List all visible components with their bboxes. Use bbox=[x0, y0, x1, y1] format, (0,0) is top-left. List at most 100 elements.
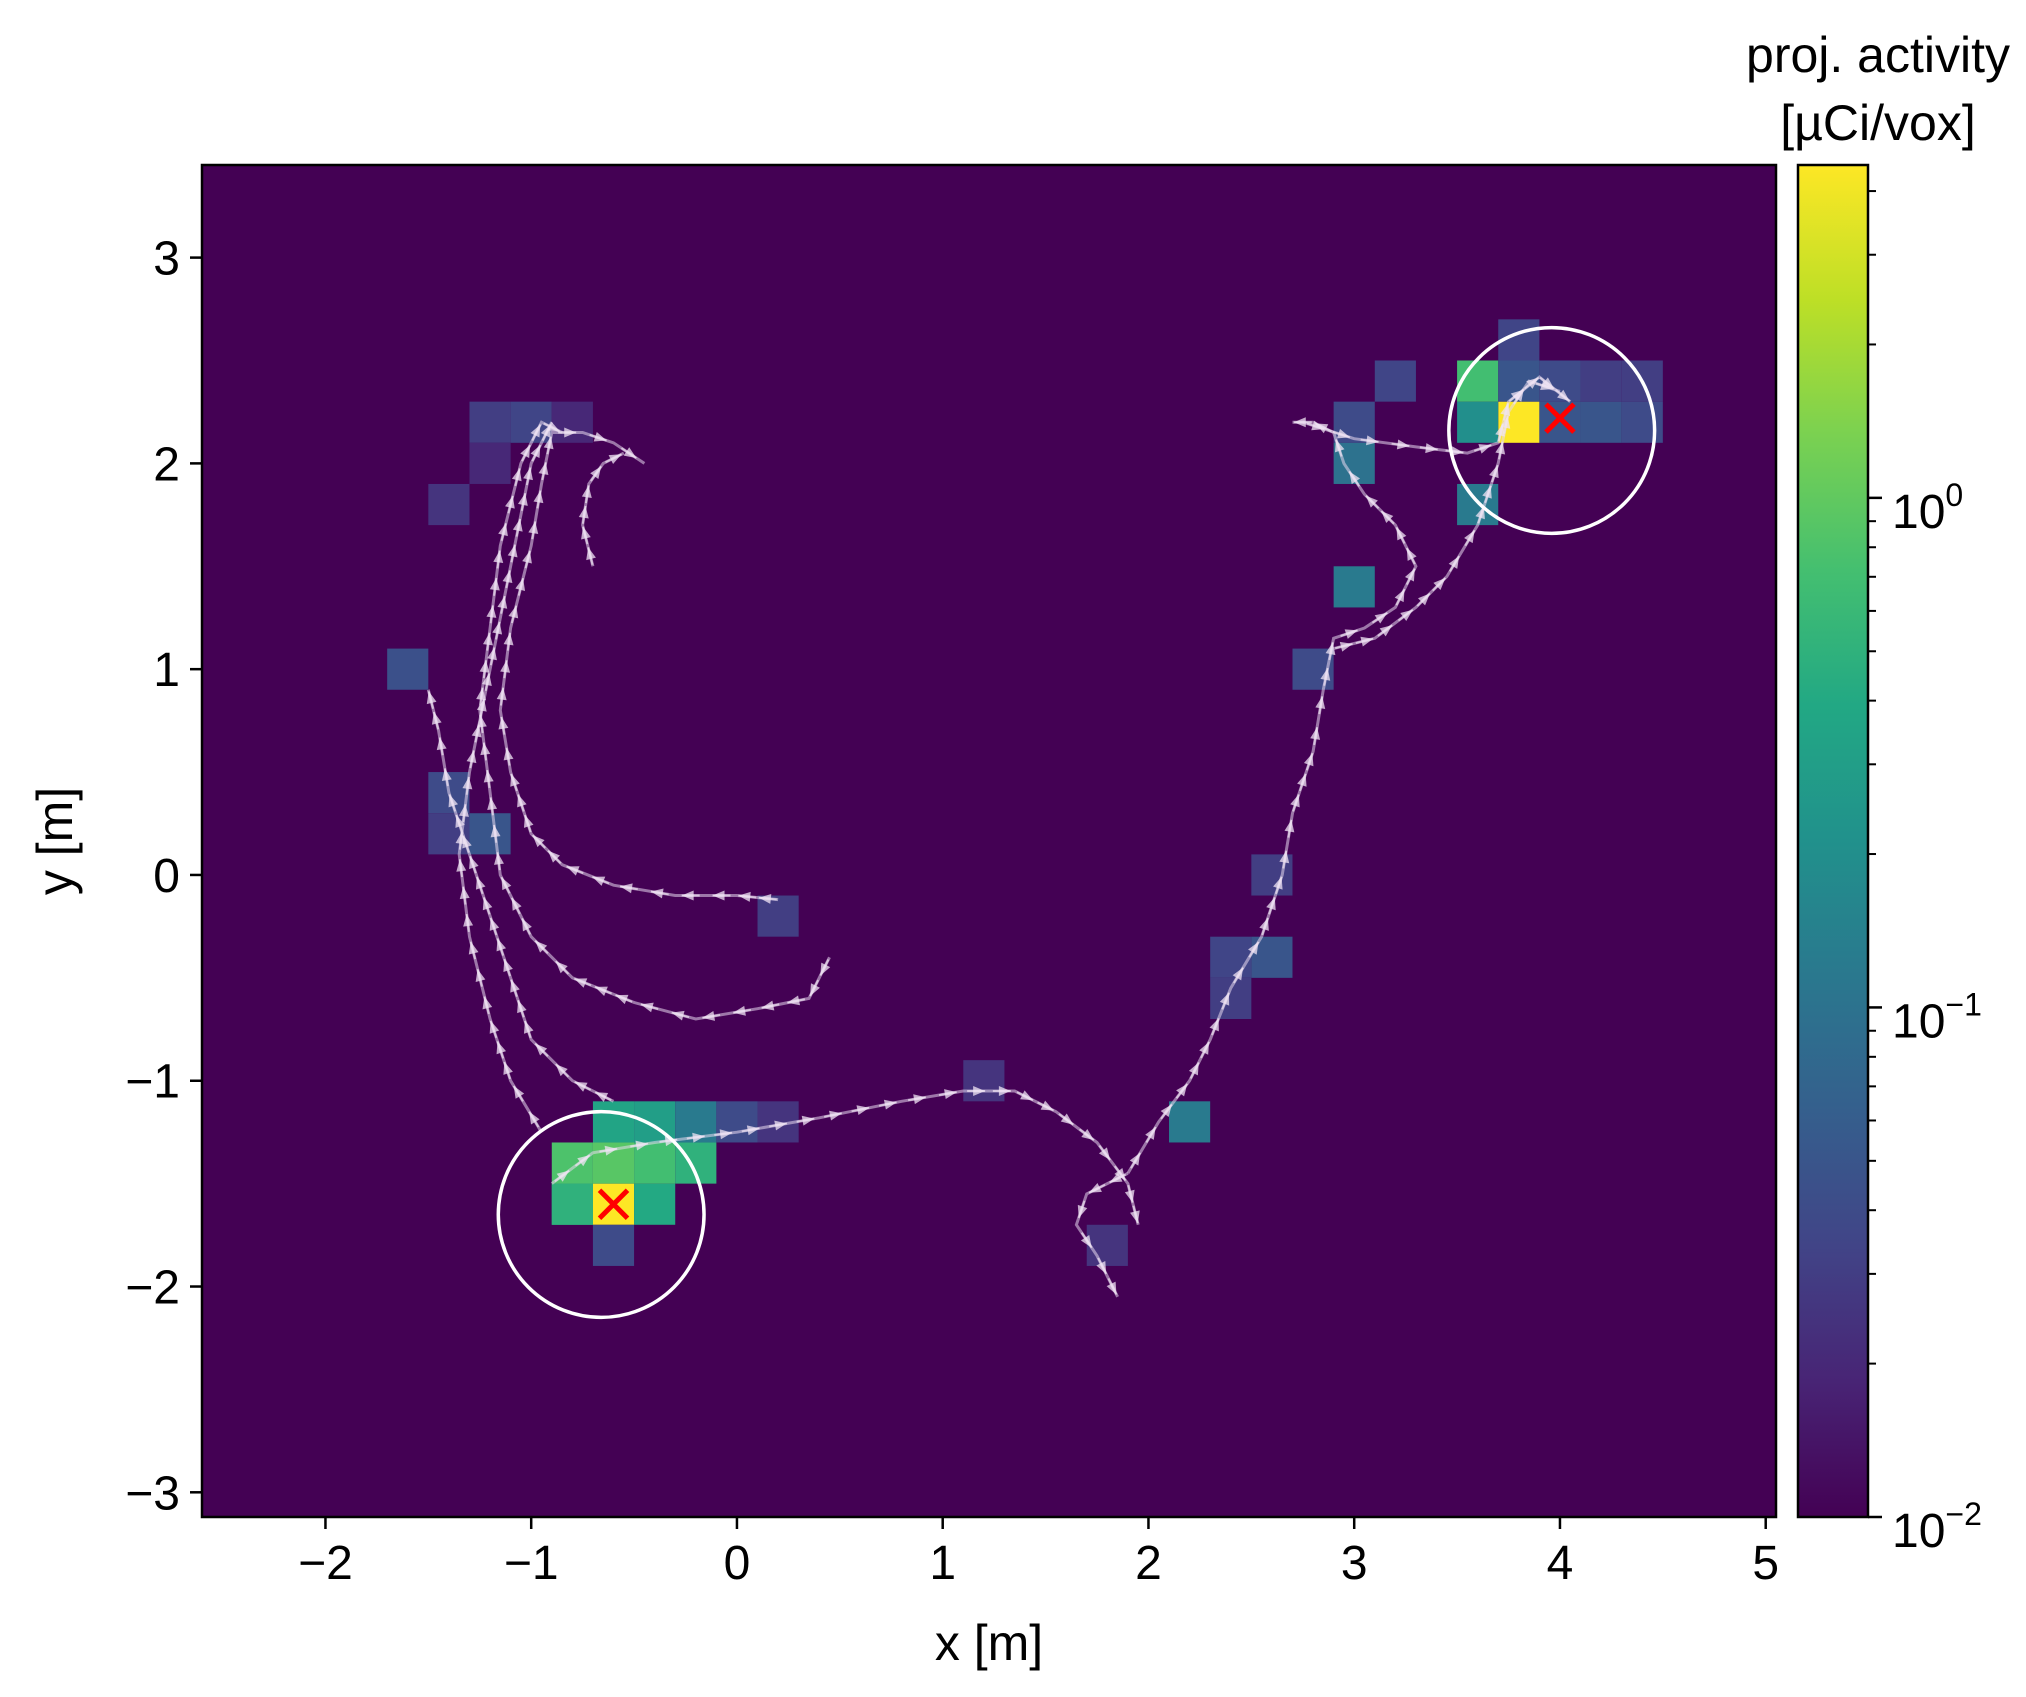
heatmap-cell bbox=[1580, 401, 1622, 443]
trajectory-arrow-head bbox=[1176, 1083, 1188, 1097]
x-axis-label: x [m] bbox=[935, 1615, 1043, 1671]
source-circle bbox=[1447, 325, 1657, 536]
trajectory-arrow-head bbox=[469, 856, 479, 870]
trajectory-arrow-head bbox=[1273, 876, 1283, 890]
trajectory-arrow-head bbox=[426, 691, 437, 705]
trajectory-arrow-head bbox=[702, 1011, 716, 1021]
trajectory-arrow-head bbox=[543, 436, 554, 450]
trajectory-arrow-head bbox=[592, 876, 606, 886]
trajectory-arrow-head bbox=[479, 660, 490, 673]
trajectory-arrow-head bbox=[820, 962, 831, 976]
source-marker-stroke bbox=[1544, 402, 1576, 434]
trajectory-arrow-head bbox=[463, 914, 474, 927]
colorbar-tick-mantissa: 10 bbox=[1892, 1505, 1945, 1558]
trajectory-arrow-head bbox=[1040, 1100, 1054, 1111]
y-tick-label: 2 bbox=[153, 438, 180, 491]
trajectory-arrow-head bbox=[1510, 389, 1524, 402]
trajectory-arrow-head bbox=[944, 1089, 957, 1100]
trajectory-arrow-head bbox=[1248, 941, 1259, 955]
trajectory-arrow-head bbox=[615, 994, 629, 1005]
trajectory-arrow-head bbox=[510, 979, 520, 993]
trajectory-arrow-head bbox=[490, 824, 501, 838]
trajectory-arrow-head bbox=[481, 673, 492, 686]
trajectory-arrow-head bbox=[1482, 485, 1492, 499]
trajectory-arrow-head bbox=[511, 468, 522, 482]
trajectory-arrow-head bbox=[487, 647, 497, 661]
trajectory-arrow-head bbox=[441, 768, 452, 781]
trajectory-arrow-head bbox=[1303, 753, 1314, 767]
trajectory-arrow-head bbox=[486, 605, 497, 618]
trajectory-arrow-head bbox=[1478, 444, 1492, 454]
source-markers bbox=[597, 402, 1576, 1220]
trajectory-arrow-head bbox=[508, 605, 519, 619]
trajectory-arrow-head bbox=[493, 550, 504, 564]
heatmap-cell bbox=[1539, 401, 1581, 443]
trajectory-arrow-head bbox=[746, 1125, 760, 1136]
trajectory-arrow-head bbox=[1404, 568, 1415, 582]
trajectory-arrow-head bbox=[515, 578, 526, 591]
heatmap-cell bbox=[469, 442, 511, 484]
trajectory-arrow-head bbox=[533, 490, 544, 504]
y-tick-label: −2 bbox=[125, 1262, 180, 1315]
heatmap-cell bbox=[1580, 360, 1622, 402]
trajectory-arrow-head bbox=[774, 1120, 787, 1131]
heatmap-cell bbox=[1457, 401, 1499, 443]
y-tick-label: 1 bbox=[153, 644, 180, 697]
trajectory-arrow-head bbox=[1310, 727, 1321, 740]
x-axis-label-text: x [m] bbox=[935, 1615, 1043, 1671]
trajectory-arrow-head bbox=[913, 1094, 926, 1105]
trajectory-arrow-head bbox=[476, 698, 487, 712]
trajectory-arrow-head bbox=[1557, 389, 1570, 402]
trajectory-arrow-head bbox=[973, 1086, 986, 1097]
heatmap-cell bbox=[1210, 977, 1252, 1020]
trajectory-arrow-head bbox=[1325, 642, 1336, 656]
y-axis-label: y [m] bbox=[27, 787, 83, 895]
heatmap-cell bbox=[1457, 483, 1499, 526]
trajectory-arrow-head bbox=[1526, 377, 1539, 389]
trajectory-arrow-head bbox=[1060, 1113, 1074, 1125]
trajectory-arrow-head bbox=[1433, 577, 1446, 590]
trajectory-arrow-head bbox=[1381, 511, 1394, 524]
trajectory-arrow-head bbox=[640, 1002, 654, 1013]
heatmap-cell bbox=[469, 401, 511, 443]
trajectory-arrow-head bbox=[1374, 612, 1388, 624]
trajectory-arrow-head bbox=[1293, 417, 1306, 428]
trajectory-arrow-head bbox=[1096, 1261, 1107, 1274]
trajectory-arrow-head bbox=[1311, 420, 1325, 431]
trajectory-arrow-head bbox=[761, 1000, 775, 1011]
colorbar-tick-exponent: −1 bbox=[1945, 986, 1981, 1022]
heatmap-cell bbox=[551, 1183, 593, 1225]
y-tick-label: 0 bbox=[153, 850, 180, 903]
trajectory-arrow-head bbox=[517, 794, 527, 808]
colorbar-tick-label: 100 bbox=[1892, 477, 1963, 539]
trajectory-arrow-head bbox=[712, 890, 725, 901]
trajectory-arrow-head bbox=[1020, 1090, 1034, 1101]
trajectory-arrow-head bbox=[503, 959, 513, 972]
trajectory-arrow-head bbox=[1077, 1204, 1088, 1218]
colorbar-tick-exponent: 0 bbox=[1945, 477, 1963, 513]
heatmap-cell bbox=[1169, 1101, 1211, 1143]
trajectory-arrow-head bbox=[604, 1145, 618, 1156]
trajectory-arrow-head bbox=[555, 1064, 568, 1077]
y-tick-label: −3 bbox=[125, 1467, 180, 1520]
x-tick-label: 1 bbox=[929, 1537, 956, 1590]
x-tick-label: 3 bbox=[1341, 1537, 1368, 1590]
heatmap-cell bbox=[551, 401, 593, 443]
trajectory-arrow-head bbox=[1259, 917, 1269, 931]
trajectory-arrow-head bbox=[535, 1043, 548, 1056]
heatmap-cell bbox=[963, 1060, 1005, 1102]
trajectory-arrow-head bbox=[555, 961, 568, 974]
trajectory-arrow-head bbox=[475, 969, 486, 982]
trajectory-arrow-head bbox=[503, 747, 514, 761]
x-tick-label: 2 bbox=[1135, 1537, 1162, 1590]
trajectory-arrow-head bbox=[1334, 439, 1345, 453]
trajectory-arrow-head bbox=[1360, 636, 1374, 647]
trajectory-arrow-head bbox=[1279, 850, 1290, 864]
trajectory-arrow-head bbox=[547, 850, 561, 863]
trajectory-arrow-head bbox=[503, 632, 514, 646]
trajectory-arrow-head bbox=[1379, 625, 1393, 637]
trajectory-arrow-head bbox=[529, 1111, 540, 1125]
trajectory-arrow-head bbox=[523, 1020, 534, 1034]
trajectory-arrow-head bbox=[535, 940, 548, 953]
